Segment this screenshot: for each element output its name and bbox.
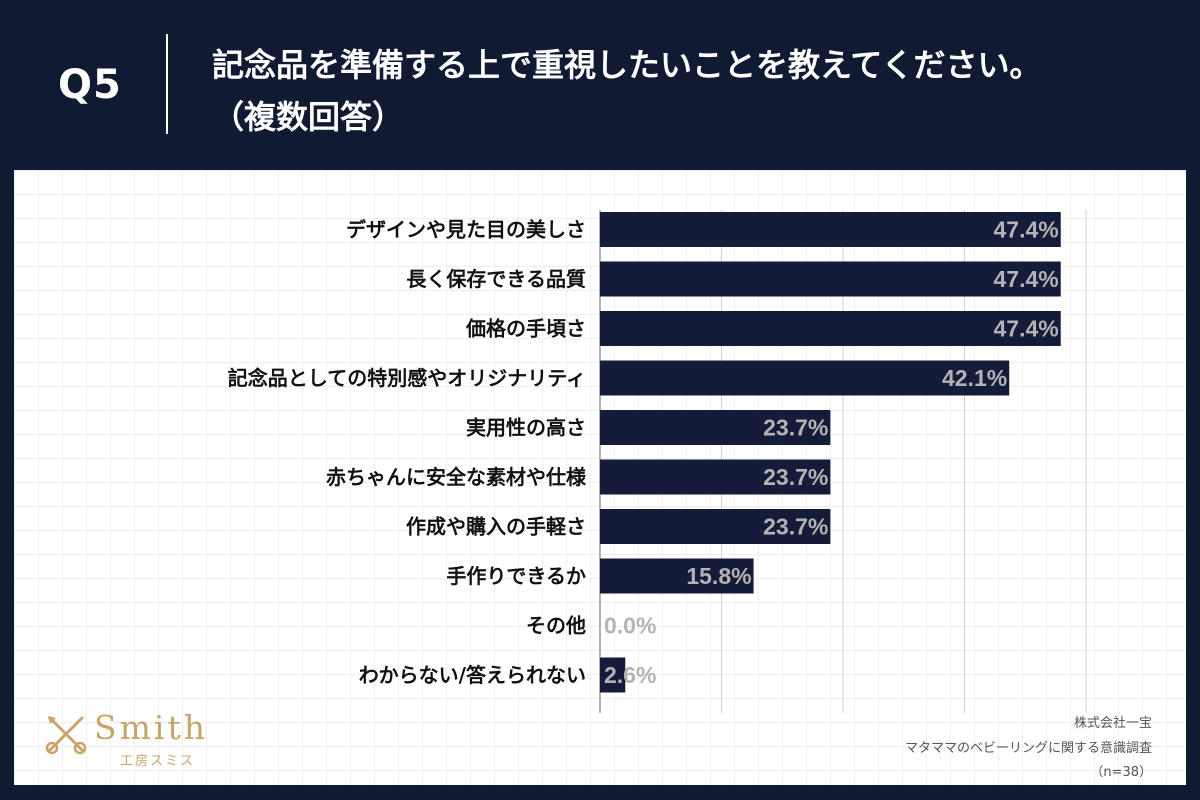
- sample-size: （n=38）: [1090, 765, 1152, 780]
- data-label: 23.7%: [763, 415, 828, 441]
- category-labels: デザインや見た目の美しさ長く保存できる品質価格の手頃さ記念品としての特別感やオリ…: [228, 218, 587, 688]
- source-company: 株式会社一宝: [1073, 716, 1152, 731]
- category-label: 長く保存できる品質: [406, 267, 586, 291]
- category-label: 作成や購入の手軽さ: [406, 515, 586, 539]
- data-label: 0.0%: [604, 613, 656, 639]
- header: Q5 記念品を準備する上で重視したいことを教えてください。 （複数回答）: [0, 0, 1200, 165]
- brand-logo: Smith 工房スミス: [44, 706, 244, 776]
- bar: [600, 311, 1061, 346]
- bar: [600, 657, 626, 693]
- data-label: 23.7%: [763, 464, 828, 490]
- category-label: デザインや見た目の美しさ: [346, 218, 586, 242]
- category-label: わからない/答えられない: [359, 663, 586, 687]
- logo-wordmark: Smith: [94, 708, 208, 747]
- data-label: 23.7%: [763, 514, 828, 540]
- data-label: 47.4%: [994, 266, 1059, 292]
- data-label: 47.4%: [994, 316, 1059, 342]
- data-label: 42.1%: [942, 365, 1007, 391]
- bar: [600, 459, 831, 495]
- value-labels: 47.4% 47.4% 47.4% 42.1% 23.7% 23.7% 23.7% 15.8%…: [604, 217, 1059, 689]
- logo-subtitle: 工房スミス: [120, 754, 196, 769]
- data-label: 47.4%: [994, 217, 1059, 243]
- category-label: 赤ちゃんに安全な素材や仕様: [326, 465, 587, 489]
- category-label: 価格の手頃さ: [465, 317, 586, 341]
- bar: [600, 558, 754, 594]
- category-label: 実用性の高さ: [466, 416, 586, 440]
- bars: [600, 212, 1061, 693]
- bar: [600, 212, 1061, 247]
- crossed-tools-icon: [45, 716, 87, 755]
- bar: [600, 509, 831, 544]
- category-label: その他: [526, 614, 586, 638]
- bar: [600, 410, 831, 445]
- category-label: 記念品としての特別感やオリジナリティ: [228, 366, 586, 390]
- source-survey: マタママのベビーリングに関する意識調査: [904, 741, 1152, 756]
- header-divider: [166, 34, 168, 134]
- bar: [600, 360, 1010, 396]
- bar: [600, 261, 1061, 297]
- category-label: 手作りできるか: [446, 564, 586, 588]
- question-number: Q5: [58, 62, 122, 108]
- data-label: 15.8%: [686, 563, 751, 589]
- page-title-line1: 記念品を準備する上で重視したいことを教えてください。: [212, 46, 1042, 84]
- data-label: 2.6%: [604, 662, 656, 688]
- bar-chart: デザインや見た目の美しさ長く保存できる品質価格の手頃さ記念品としての特別感やオリ…: [228, 210, 1087, 713]
- chart-panel: デザインや見た目の美しさ長く保存できる品質価格の手頃さ記念品としての特別感やオリ…: [14, 170, 1186, 785]
- page-title-line2: （複数回答）: [212, 98, 405, 136]
